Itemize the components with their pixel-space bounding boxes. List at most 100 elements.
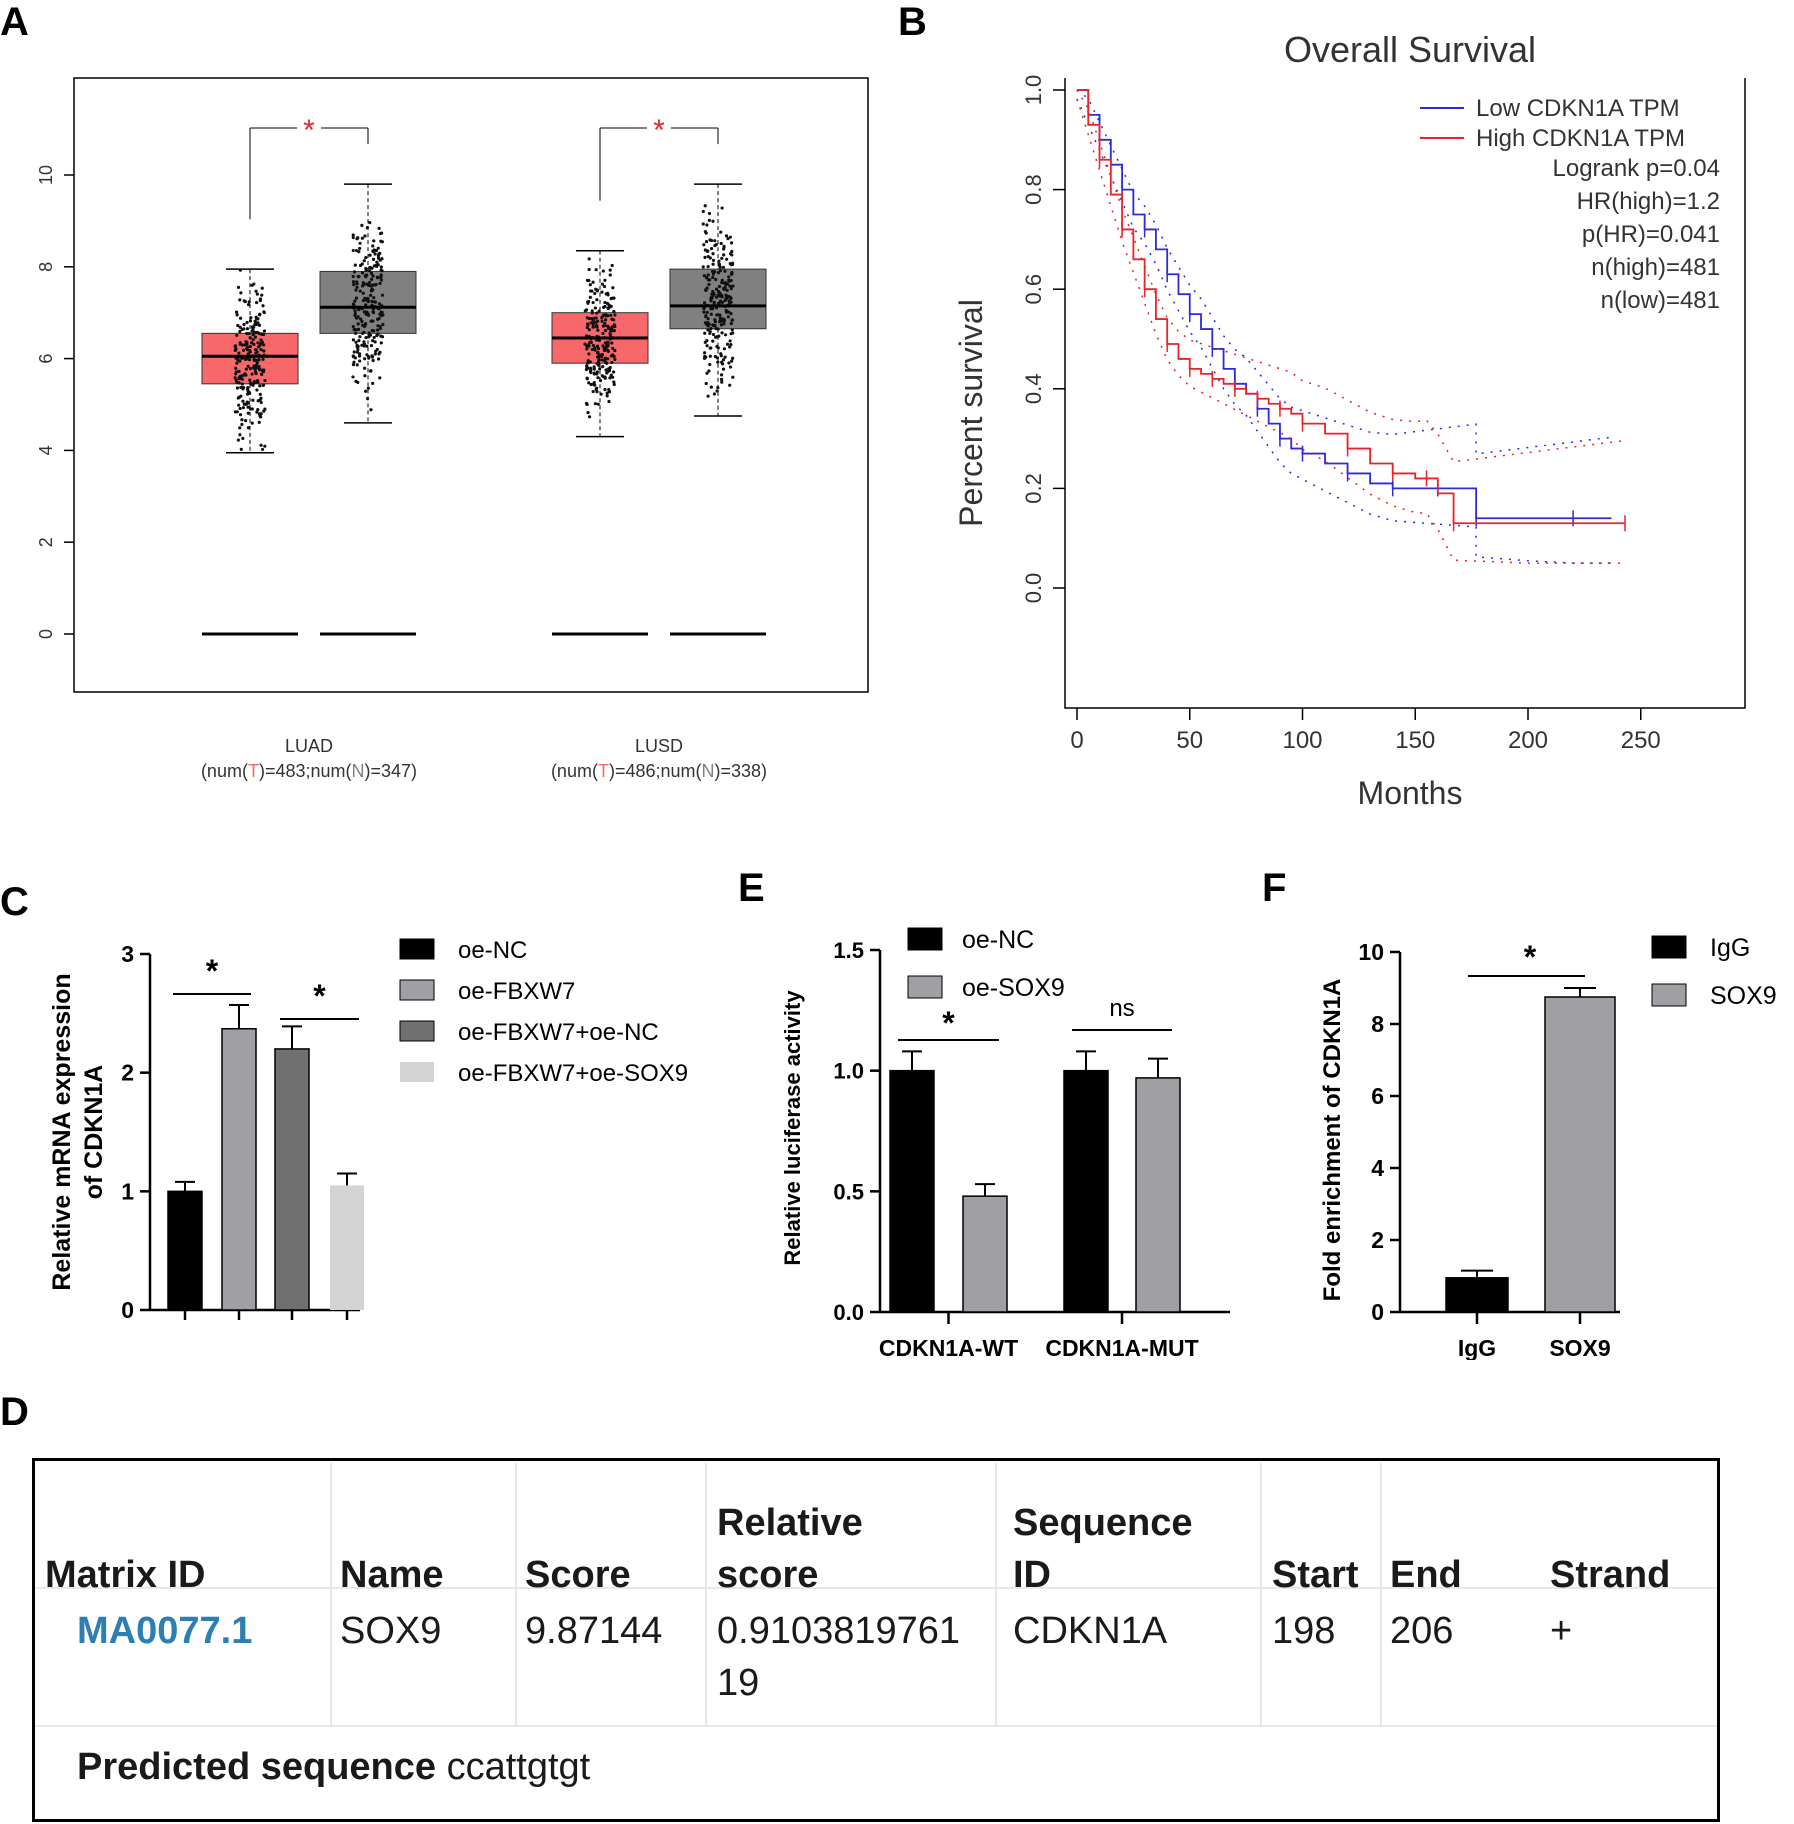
stats-text: p(HR)=0.041	[1582, 221, 1720, 248]
data-point	[586, 410, 590, 415]
data-point	[724, 293, 728, 297]
data-point	[724, 308, 728, 313]
y-tick-label: 8	[36, 262, 56, 272]
data-point	[704, 288, 708, 292]
data-point	[608, 365, 612, 370]
data-point	[711, 275, 715, 280]
subtitle-part: )=347)	[365, 761, 418, 781]
y-axis-label-line1: Relative mRNA expression	[48, 973, 76, 1290]
data-point	[701, 222, 705, 226]
data-point	[597, 363, 601, 367]
data-point	[255, 292, 259, 296]
data-point	[239, 394, 243, 398]
legend-swatch	[907, 927, 943, 951]
data-point	[357, 338, 361, 343]
header-score: Score	[525, 1554, 631, 1596]
data-point	[591, 280, 595, 284]
y-axis-label-line2: of CDKN1A	[80, 1065, 108, 1200]
data-point	[603, 387, 607, 392]
data-point	[358, 352, 362, 356]
data-point	[237, 403, 241, 407]
data-point	[236, 285, 241, 289]
data-point	[351, 363, 356, 367]
data-point	[720, 362, 725, 366]
data-point	[723, 333, 728, 337]
data-point	[713, 239, 717, 243]
data-point	[584, 308, 589, 312]
data-point	[612, 309, 616, 314]
data-point	[587, 352, 591, 356]
data-point	[606, 341, 610, 346]
data-point	[613, 349, 617, 353]
matrix-id-link[interactable]: MA0077.1	[77, 1610, 253, 1652]
data-point	[727, 361, 731, 365]
group-label: LUSD	[635, 736, 683, 756]
data-point	[729, 332, 733, 336]
data-point	[715, 356, 720, 360]
data-point	[603, 321, 607, 326]
data-point	[606, 324, 610, 328]
data-point	[262, 332, 266, 336]
x-axis-label: Months	[1358, 775, 1463, 811]
data-point	[351, 248, 355, 253]
chart-f-enrichment-bar: 0 2 4 6 8 10 Fold enrichment of CDKN1A IgG SOX9 *…	[1319, 934, 1777, 1360]
header-sequence-id-line1: Sequence	[1013, 1502, 1193, 1544]
data-point	[589, 366, 593, 370]
data-point	[245, 331, 249, 336]
survival-curve-high	[1077, 89, 1625, 525]
data-point	[377, 302, 382, 306]
data-point	[595, 311, 599, 315]
data-point	[351, 354, 355, 358]
data-point	[703, 331, 707, 335]
data-point	[611, 286, 615, 290]
stats-text: n(high)=481	[1591, 254, 1720, 281]
data-point	[720, 206, 724, 210]
data-point	[721, 265, 726, 269]
data-point	[367, 356, 371, 360]
data-point	[728, 365, 733, 369]
data-point	[238, 426, 242, 430]
data-point	[246, 385, 250, 390]
data-point	[237, 369, 241, 373]
data-point	[702, 356, 707, 360]
data-point	[604, 292, 608, 296]
data-point	[374, 248, 379, 253]
chart-c-mrna-bar: 0 1 2 3 Relative mRNA expression of CDKN1A * * o…	[48, 937, 688, 1320]
data-point	[360, 284, 365, 288]
data-point	[728, 295, 732, 299]
data-point	[363, 374, 367, 378]
data-point	[371, 257, 376, 261]
data-point	[372, 335, 376, 340]
data-point	[250, 407, 254, 411]
data-point	[236, 323, 240, 328]
data-point	[246, 411, 250, 415]
data-point	[246, 345, 250, 349]
data-point	[262, 310, 266, 315]
data-point	[362, 344, 366, 348]
y-tick-label: 0	[36, 629, 56, 639]
data-point	[701, 265, 705, 269]
data-point	[380, 269, 384, 273]
data-point	[707, 211, 712, 216]
data-point	[377, 352, 381, 356]
data-point	[589, 382, 593, 387]
data-point	[613, 313, 617, 317]
data-point	[718, 318, 722, 323]
data-point	[611, 353, 615, 357]
legend-label: SOX9	[1710, 982, 1777, 1010]
data-point	[718, 316, 722, 320]
data-point	[611, 346, 615, 351]
data-point	[711, 323, 715, 327]
data-point	[601, 269, 605, 273]
legend-label: oe-NC	[458, 937, 527, 964]
data-point	[233, 344, 238, 348]
data-point	[590, 347, 594, 352]
data-point	[261, 383, 265, 388]
data-point	[236, 358, 240, 362]
legend-label: High CDKN1A TPM	[1476, 125, 1685, 152]
predicted-sequence: Predicted sequence ccattgtgt	[77, 1741, 590, 1793]
subtitle-part: N	[352, 761, 365, 781]
data-point	[705, 344, 709, 348]
data-point	[257, 331, 261, 336]
y-tick-label: 2	[1371, 1227, 1384, 1253]
